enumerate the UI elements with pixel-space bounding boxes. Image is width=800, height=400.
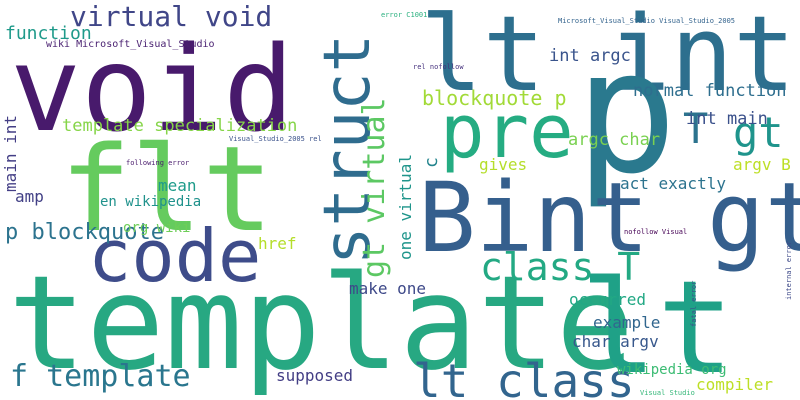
word-example: example [593,313,661,332]
word-flt: flt [60,120,274,258]
word-p-blockquote: p blockquote [5,220,164,245]
word-char-argv: char argv [572,332,659,351]
word-class-t: class T [480,245,641,289]
word-href: href [258,234,297,253]
word-make-one: make one [349,279,427,298]
word-normal-function: normal function [633,81,787,101]
word-bint-gt: Bint gt [418,162,800,274]
word-gt: gt [733,108,784,157]
word-lt-class: lt class [413,354,635,400]
word-c: c [421,157,442,168]
word-occurred: occurred [569,290,647,309]
word-gt-virtual: gt virtual [357,97,392,278]
word-gives: gives [479,155,528,174]
word-argv-b: argv B [733,155,791,174]
word-en-wikipedia: en wikipedia [100,194,202,210]
word-int-argc: int argc [549,46,631,66]
word-fatal-error: fatal error [690,280,698,327]
word-wiki-microsoft-visual-studio: wiki Microsoft_Visual_Studio [46,39,215,50]
word-blockquote-p: blockquote p [422,86,567,110]
word-amp: amp [15,187,44,206]
word-lt-int: lt int [420,0,796,115]
word-main-int: main int [1,114,20,192]
word-visual-studio: Visual Studio [640,389,695,397]
word-supposed: supposed [276,366,354,385]
word-lt-large: lt [580,254,735,400]
word-void: void [10,20,295,158]
word-wikipedia-org: wikipedia org [617,362,727,378]
word-mean: mean [158,176,197,195]
word-argc-char: argc char [568,130,661,150]
word-act-exactly: act exactly [620,174,726,193]
word-template: template [8,247,635,399]
word-rel-nofollow: rel nofollow [413,63,464,71]
word-visual-studio-2005-rel: Visual_Studio_2005 rel [229,135,322,143]
word-f-template: f template [10,359,191,394]
word-nofollow-visual: nofollow Visual [624,228,688,236]
word-internal-error: internal error [785,240,793,300]
word-one-virtual: one virtual [396,154,415,260]
word-virtual-void: virtual void [70,0,273,33]
word-microsoft-visual-studio-2005: Microsoft_Visual_Studio Visual_Studio_20… [558,17,736,25]
word-compiler: compiler [696,375,774,394]
word-function: function [5,23,92,44]
word-error-c1001: error C1001 [381,11,428,19]
word-org-wiki: org wiki [123,220,191,236]
word-t: T [683,104,709,153]
word-p: p [575,14,678,212]
word-template-specialization: template specialization [62,116,298,136]
word-following-error: following error [126,159,190,167]
word-int-main: int main [686,109,768,129]
word-code: code [88,214,262,298]
word-pre: pre [440,89,574,175]
